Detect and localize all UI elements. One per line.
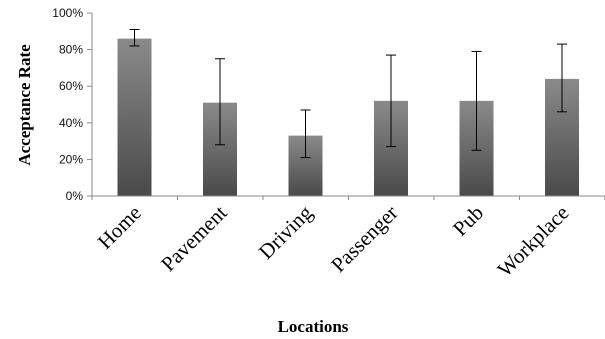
x-tick-label: Driving	[254, 200, 318, 264]
y-tick-label: 40%	[59, 116, 83, 130]
x-tick-label: Workplace	[493, 201, 574, 282]
error-bars	[129, 28, 567, 159]
y-tick-label: 100%	[52, 6, 83, 20]
x-axis-title: Locations	[278, 317, 349, 336]
error-bar	[386, 54, 396, 148]
y-tick-label: 20%	[59, 152, 83, 166]
y-tick-label: 60%	[59, 79, 83, 93]
error-bar	[471, 50, 482, 151]
x-tick-label: Pub	[448, 201, 488, 241]
error-bar	[300, 109, 311, 159]
error-bar	[215, 58, 225, 146]
x-axis-labels: Home Pavement Driving Passenger Pub Workplace	[93, 200, 574, 281]
error-bar	[557, 43, 567, 113]
x-tick-label: Pavement	[156, 200, 232, 276]
y-axis-ticks: 0% 20% 40% 60% 80% 100%	[52, 6, 605, 203]
error-bar	[129, 28, 140, 47]
y-tick-label: 0%	[66, 189, 84, 203]
y-tick-label: 80%	[59, 43, 83, 57]
bar-home	[117, 38, 152, 197]
y-axis-title: Acceptance Rate	[15, 44, 34, 166]
x-tick-label: Home	[93, 201, 146, 254]
bars	[117, 38, 579, 197]
x-tick-label: Passenger	[326, 201, 402, 277]
